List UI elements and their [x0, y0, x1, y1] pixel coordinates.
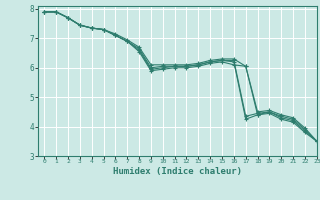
X-axis label: Humidex (Indice chaleur): Humidex (Indice chaleur): [113, 167, 242, 176]
